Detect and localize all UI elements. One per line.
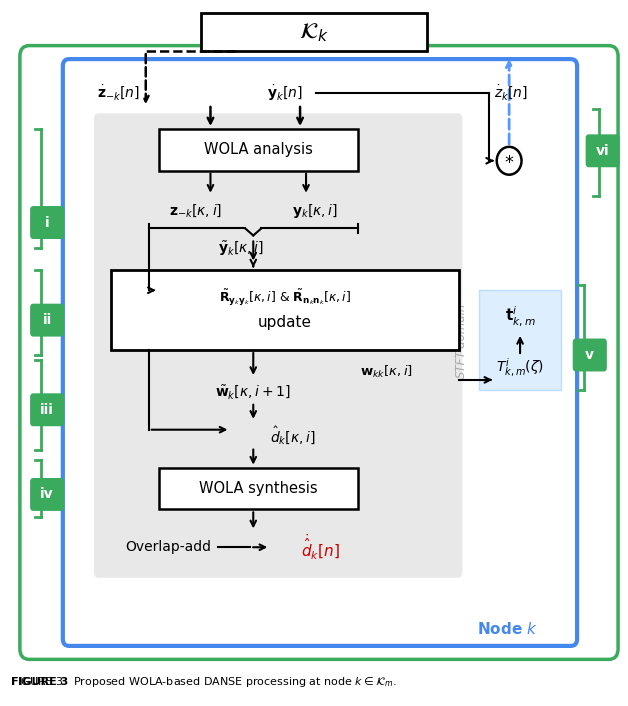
FancyBboxPatch shape <box>30 393 64 426</box>
Text: $\dot{\hat{d}}_k[n]$: $\dot{\hat{d}}_k[n]$ <box>301 532 339 562</box>
Text: $\hat{d}_k[\kappa,i]$: $\hat{d}_k[\kappa,i]$ <box>270 424 316 447</box>
FancyBboxPatch shape <box>30 206 64 239</box>
Circle shape <box>497 147 521 174</box>
Text: $\dot{\mathbf{z}}_{-k}[n]$: $\dot{\mathbf{z}}_{-k}[n]$ <box>97 84 140 102</box>
FancyBboxPatch shape <box>586 134 620 167</box>
Text: $\mathbf{t}^i_{k,m}$: $\mathbf{t}^i_{k,m}$ <box>505 304 536 328</box>
FancyBboxPatch shape <box>63 59 577 646</box>
FancyBboxPatch shape <box>30 478 64 511</box>
Text: $\tilde{\mathbf{R}}_{\mathbf{y}_k\mathbf{y}_k}[\kappa,i]$ & $\tilde{\mathbf{R}}_: $\tilde{\mathbf{R}}_{\mathbf{y}_k\mathbf… <box>219 288 351 309</box>
FancyBboxPatch shape <box>159 129 358 171</box>
Text: iii: iii <box>40 403 54 417</box>
Text: WOLA analysis: WOLA analysis <box>204 143 313 157</box>
Text: $*$: $*$ <box>504 152 514 169</box>
FancyBboxPatch shape <box>30 304 64 337</box>
Text: ii: ii <box>43 313 52 327</box>
Text: $\tilde{\mathbf{y}}_k[\kappa,i]$: $\tilde{\mathbf{y}}_k[\kappa,i]$ <box>219 239 264 258</box>
Text: $\mathcal{K}_k$: $\mathcal{K}_k$ <box>299 21 329 44</box>
Text: iv: iv <box>40 487 54 501</box>
Text: FIGURE 3   Proposed WOLA-based DANSE processing at node $k \in \mathcal{K}_m$.: FIGURE 3 Proposed WOLA-based DANSE proce… <box>11 675 397 688</box>
Text: $T^i_{k,m}(\zeta)$: $T^i_{k,m}(\zeta)$ <box>496 357 544 379</box>
Text: Time-domain: Time-domain <box>529 301 541 379</box>
Text: v: v <box>585 348 594 362</box>
Text: $\tilde{\mathbf{w}}_k[\kappa,i+1]$: $\tilde{\mathbf{w}}_k[\kappa,i+1]$ <box>215 383 291 400</box>
FancyBboxPatch shape <box>159 467 358 510</box>
FancyBboxPatch shape <box>479 290 561 390</box>
Text: i: i <box>45 215 50 229</box>
FancyBboxPatch shape <box>111 270 459 350</box>
Text: update: update <box>258 315 312 330</box>
Text: $\dot{\mathbf{y}}_k[n]$: $\dot{\mathbf{y}}_k[n]$ <box>268 83 303 103</box>
FancyBboxPatch shape <box>573 339 607 371</box>
Text: $\mathbf{z}_{-k}[\kappa,i]$: $\mathbf{z}_{-k}[\kappa,i]$ <box>169 202 222 219</box>
Text: WOLA synthesis: WOLA synthesis <box>199 481 318 496</box>
Text: Node $k$: Node $k$ <box>477 621 538 637</box>
Text: $\mathbf{w}_{kk}[\kappa,i]$: $\mathbf{w}_{kk}[\kappa,i]$ <box>360 364 413 380</box>
Text: FIGURE 3: FIGURE 3 <box>11 677 68 687</box>
Text: STFT-domain: STFT-domain <box>455 302 468 378</box>
FancyBboxPatch shape <box>200 13 428 52</box>
Text: $\mathbf{y}_k[\kappa,i]$: $\mathbf{y}_k[\kappa,i]$ <box>292 201 338 220</box>
Text: $\dot{z}_k[n]$: $\dot{z}_k[n]$ <box>494 84 528 102</box>
FancyBboxPatch shape <box>94 113 462 578</box>
Text: vi: vi <box>596 144 610 158</box>
Text: Overlap-add: Overlap-add <box>126 540 212 554</box>
